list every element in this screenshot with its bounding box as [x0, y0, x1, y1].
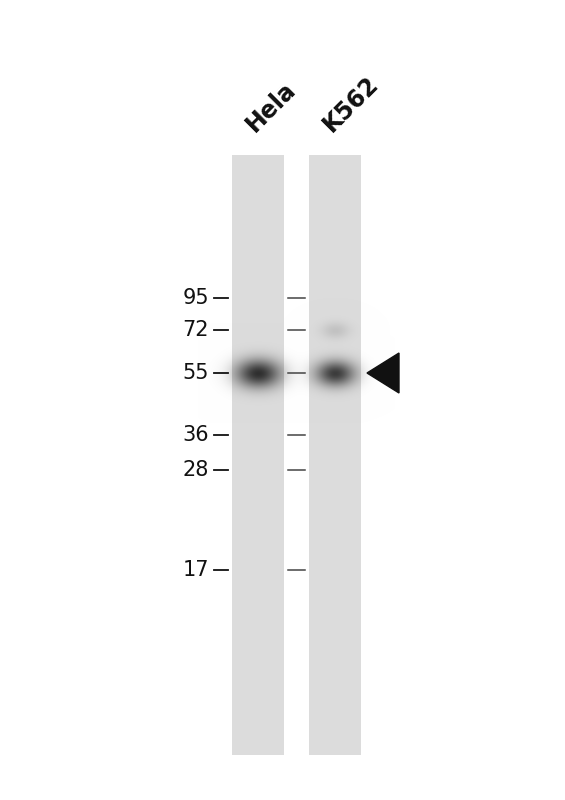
Text: 28: 28 — [182, 460, 209, 480]
Text: 72: 72 — [182, 320, 209, 340]
Polygon shape — [367, 353, 399, 393]
Text: 36: 36 — [182, 425, 209, 445]
Text: 55: 55 — [182, 363, 209, 383]
Text: 17: 17 — [182, 560, 209, 580]
Text: 95: 95 — [182, 288, 209, 308]
Text: Hela: Hela — [241, 78, 300, 137]
Text: K562: K562 — [318, 72, 383, 137]
